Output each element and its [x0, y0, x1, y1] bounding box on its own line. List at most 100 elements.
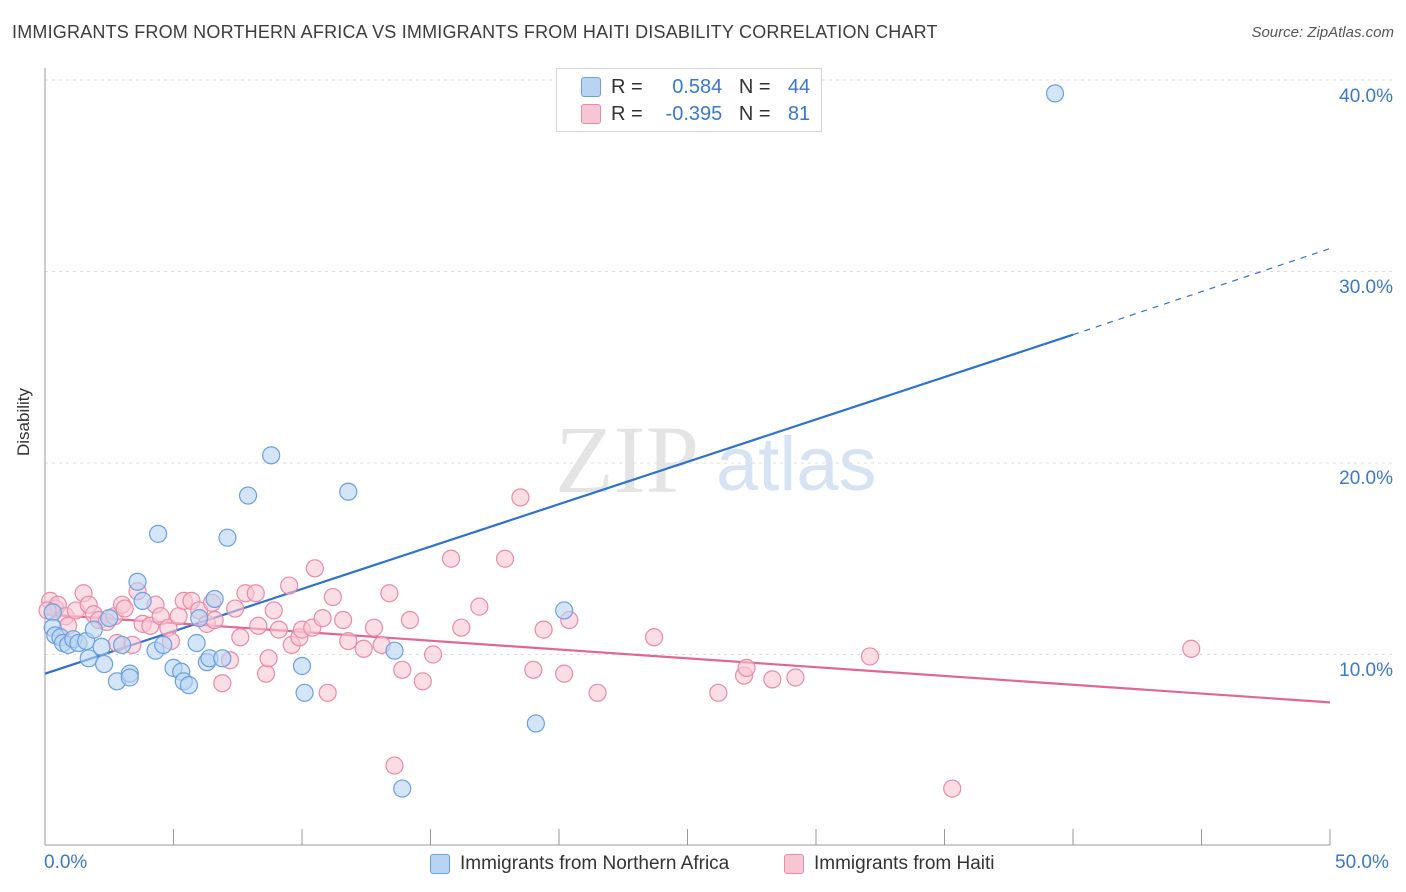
trend-line-extension-0: [1072, 247, 1331, 336]
point-northern-africa-10: [84, 620, 103, 639]
point-haiti-32: [226, 599, 245, 618]
point-haiti-72: [709, 683, 728, 702]
y-axis-label: Disability: [14, 387, 33, 456]
point-northern-africa-13: [100, 609, 119, 628]
point-haiti-41: [280, 576, 299, 595]
point-haiti-58: [400, 610, 420, 630]
series-label-northern-africa: Immigrants from Northern Africa: [460, 853, 730, 874]
point-northern-africa-15: [112, 635, 132, 655]
point-haiti-79: [1182, 639, 1201, 658]
point-haiti-53: [364, 618, 384, 637]
point-haiti-75: [763, 670, 782, 689]
legend-n-label: N =: [738, 75, 771, 98]
x-tick-label-min: 0.0%: [44, 852, 88, 873]
point-northern-africa-31: [205, 589, 224, 609]
point-northern-africa-38: [339, 482, 358, 501]
point-northern-africa-27: [187, 633, 206, 653]
point-northern-africa-22: [154, 635, 173, 655]
point-northern-africa-0: [43, 603, 62, 622]
point-haiti-37: [256, 664, 276, 683]
point-haiti-62: [452, 618, 471, 637]
legend-n-label: N =: [738, 102, 771, 125]
point-northern-africa-19: [133, 591, 152, 610]
series-label-haiti: Immigrants from Haiti: [814, 853, 995, 874]
correlation-legend: R = 0.584 N = 44 R = -0.395 N = 81: [556, 68, 822, 132]
point-haiti-74: [737, 658, 756, 678]
point-haiti-78: [943, 779, 962, 798]
point-haiti-60: [423, 645, 443, 664]
watermark-zip: ZIP: [555, 406, 699, 513]
point-haiti-51: [339, 631, 358, 651]
point-haiti-33: [231, 628, 250, 647]
point-northern-africa-12: [95, 654, 114, 674]
axes: [44, 68, 1331, 846]
point-haiti-57: [393, 660, 412, 679]
legend-r-value-haiti: -0.395: [665, 102, 723, 125]
point-haiti-48: [318, 683, 337, 702]
chart-title: IMMIGRANTS FROM NORTHERN AFRICA VS IMMIG…: [12, 22, 938, 42]
point-northern-africa-42: [555, 601, 574, 620]
point-haiti-29: [205, 610, 224, 630]
gridlines: [45, 79, 1393, 655]
point-haiti-30: [213, 674, 232, 693]
point-haiti-66: [524, 660, 543, 679]
point-northern-africa-17: [120, 668, 139, 687]
legend-n-value-haiti: 81: [787, 102, 811, 125]
point-haiti-38: [259, 649, 278, 668]
series-swatch-haiti: [784, 854, 804, 874]
point-haiti-68: [555, 664, 574, 683]
legend-swatch-haiti: [581, 104, 601, 124]
legend-row-northern-africa: R = 0.584 N = 44: [581, 74, 810, 100]
point-haiti-77: [860, 647, 880, 666]
point-northern-africa-21: [148, 524, 168, 543]
point-northern-africa-37: [295, 683, 314, 702]
point-haiti-63: [470, 597, 489, 616]
point-haiti-59: [413, 672, 432, 691]
point-haiti-40: [269, 620, 288, 639]
point-northern-africa-18: [128, 572, 147, 591]
point-haiti-46: [305, 559, 324, 578]
y-tick-label-20: 20.0%: [1339, 468, 1393, 489]
point-northern-africa-11: [92, 637, 111, 656]
point-haiti-71: [644, 628, 664, 647]
point-northern-africa-43: [1045, 84, 1065, 103]
point-northern-africa-40: [393, 779, 412, 798]
series-legend-northern-africa: Immigrants from Northern Africa: [430, 852, 729, 876]
point-haiti-52: [354, 639, 373, 658]
legend-r-label: R =: [611, 102, 643, 125]
point-northern-africa-28: [190, 609, 209, 628]
point-northern-africa-33: [218, 528, 237, 547]
legend-row-haiti: R = -0.395 N = 81: [581, 101, 810, 127]
point-haiti-50: [334, 610, 353, 630]
data-points: [38, 84, 1201, 798]
point-haiti-76: [786, 668, 805, 687]
point-haiti-55: [380, 584, 399, 603]
point-northern-africa-32: [213, 649, 232, 668]
watermark: ZIP atlas: [555, 406, 877, 513]
legend-r-label: R =: [611, 75, 643, 98]
y-tick-label-30: 30.0%: [1339, 277, 1393, 298]
watermark-atlas: atlas: [716, 422, 877, 507]
point-northern-africa-36: [292, 656, 312, 676]
y-tick-label-40: 40.0%: [1339, 86, 1393, 107]
point-haiti-65: [511, 488, 530, 507]
legend-swatch-northern-africa: [581, 77, 601, 97]
series-swatch-northern-africa: [430, 854, 450, 874]
point-haiti-39: [264, 601, 283, 620]
point-haiti-49: [323, 587, 342, 607]
point-haiti-56: [385, 756, 404, 775]
series-legend-haiti: Immigrants from Haiti: [784, 852, 995, 876]
point-northern-africa-35: [262, 446, 281, 465]
source-label: Source: ZipAtlas.com: [1251, 24, 1394, 41]
point-northern-africa-39: [385, 641, 404, 660]
point-haiti-23: [169, 607, 188, 626]
point-haiti-67: [534, 620, 553, 639]
point-northern-africa-34: [238, 486, 258, 505]
legend-n-value-northern-africa: 44: [787, 75, 811, 98]
point-northern-africa-26: [179, 676, 199, 695]
point-haiti-61: [441, 549, 461, 568]
point-haiti-14: [115, 599, 134, 618]
point-haiti-70: [588, 683, 607, 702]
x-tick-label-max: 50.0%: [1335, 852, 1389, 873]
